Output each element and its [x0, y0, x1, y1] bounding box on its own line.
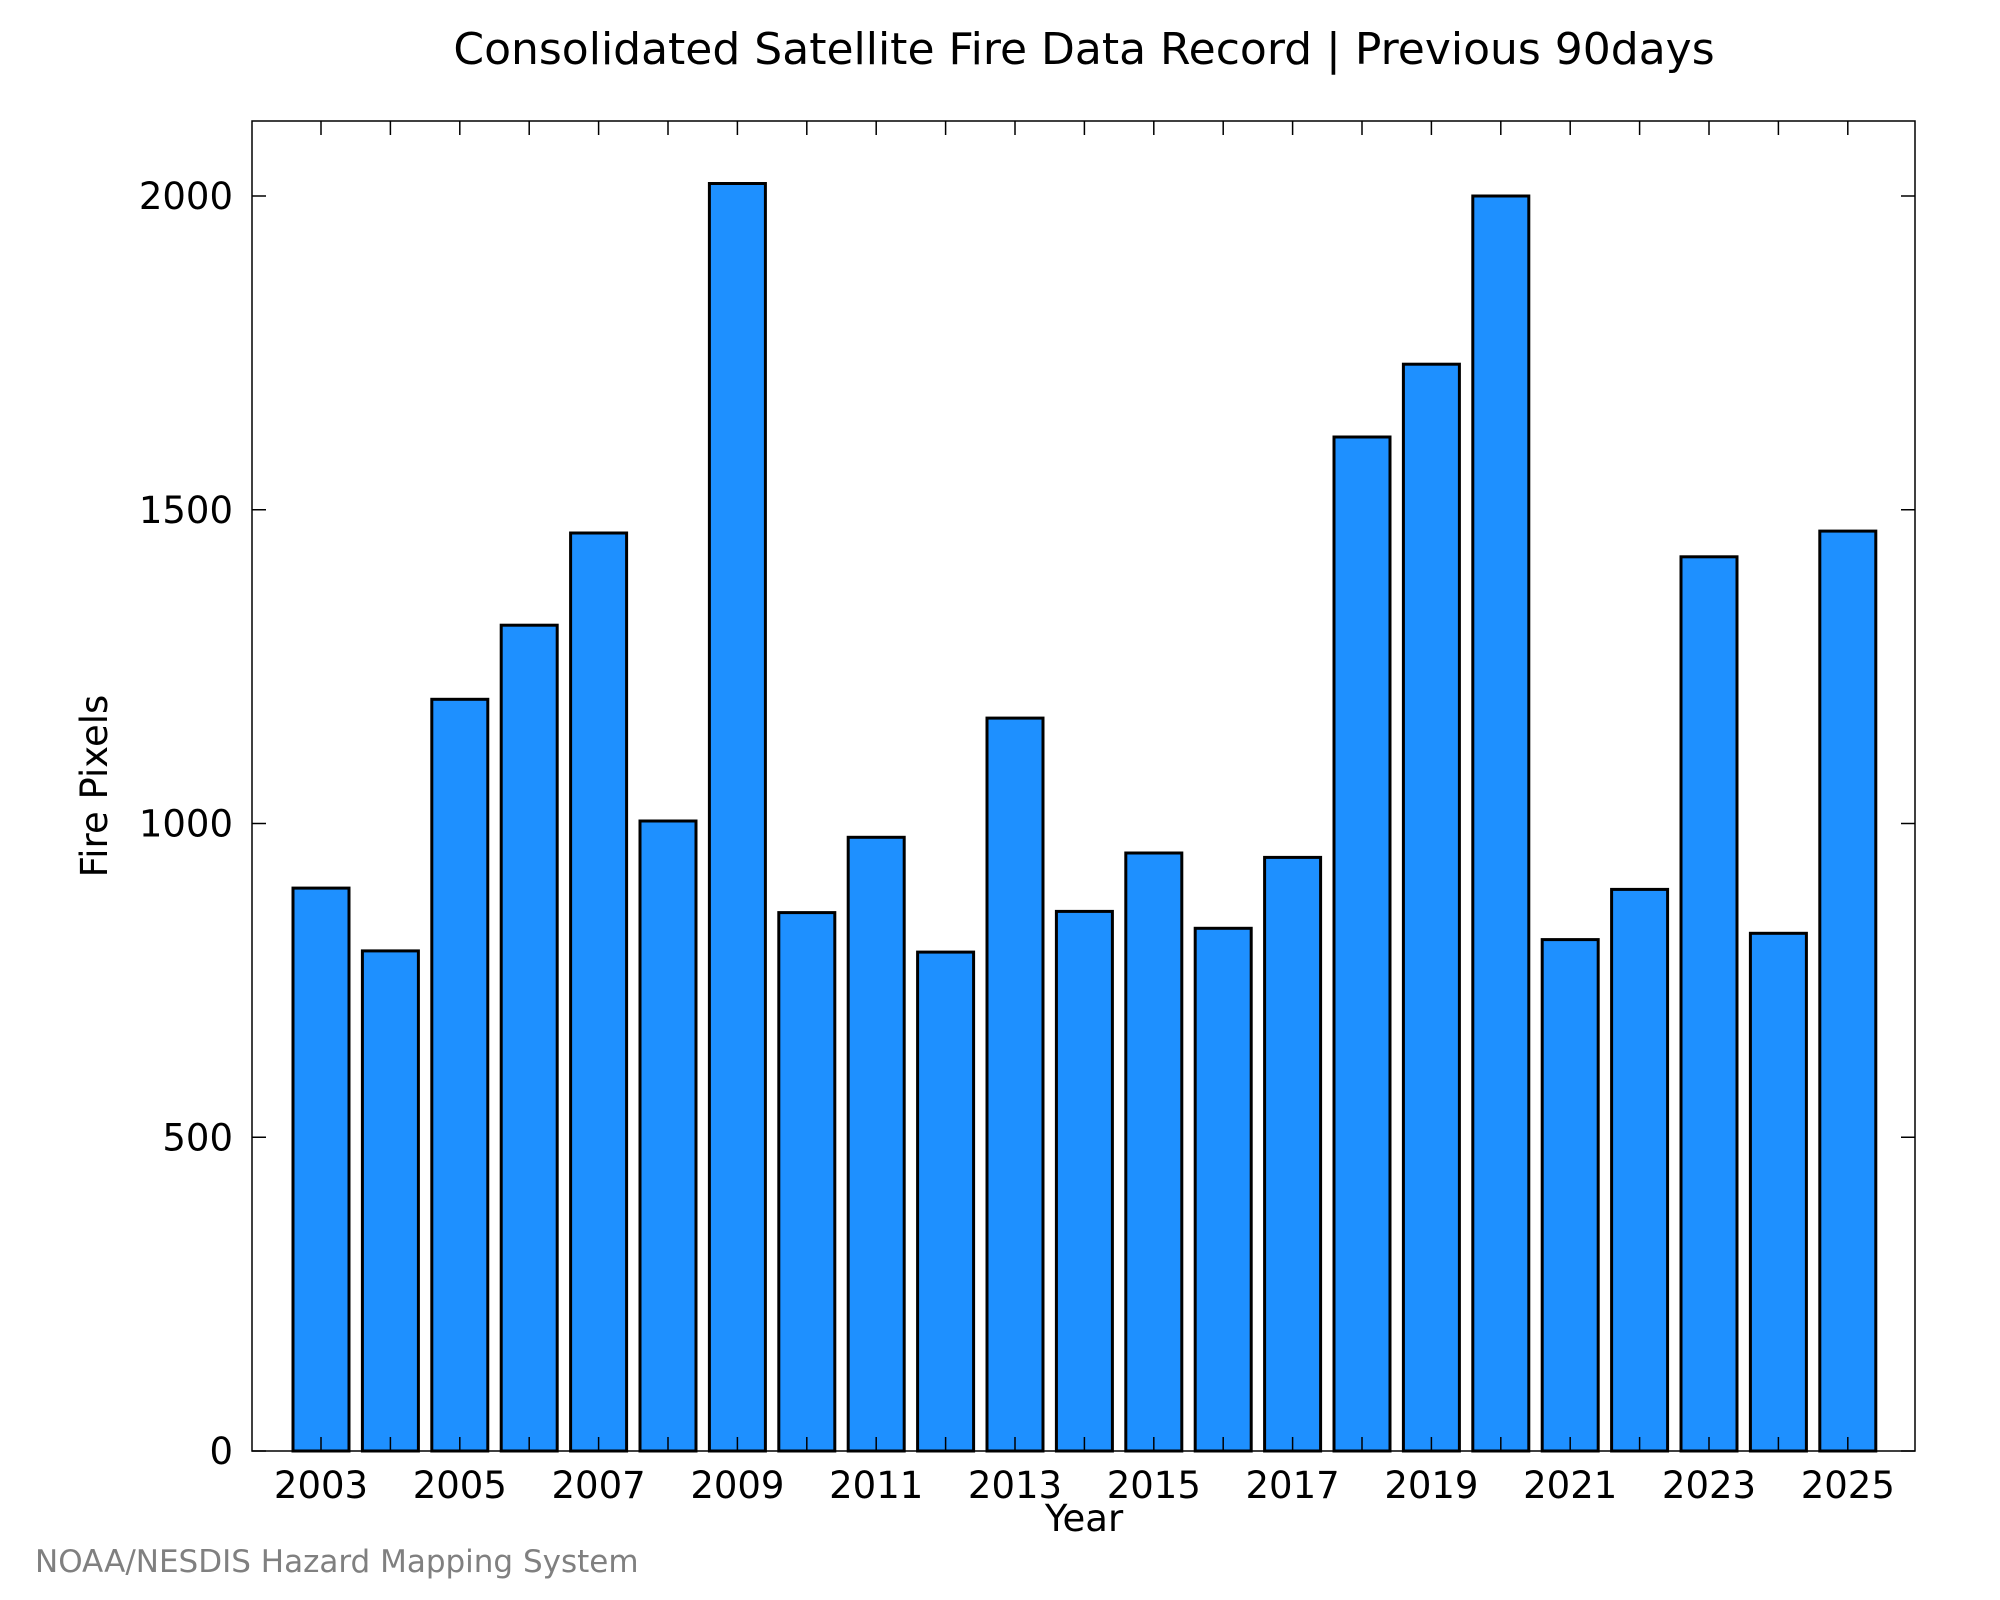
bar-2015 [1124, 851, 1184, 1453]
bar-2005 [430, 697, 490, 1453]
bars-group [291, 182, 1878, 1453]
x-tick-label-2025: 2025 [1801, 1464, 1895, 1507]
bar-2021 [1540, 938, 1600, 1453]
bar-2017 [1263, 855, 1323, 1453]
bar-2025 [1818, 529, 1878, 1453]
bar-2024 [1748, 931, 1808, 1453]
bar-2013 [985, 716, 1045, 1453]
y-axis-label: Fire Pixels [73, 695, 116, 878]
bar-2020 [1471, 194, 1531, 1453]
x-tick-label-2007: 2007 [552, 1464, 646, 1507]
x-tick-label-2015: 2015 [1107, 1464, 1201, 1507]
y-tick-label-500: 500 [162, 1116, 233, 1159]
x-tick-label-2009: 2009 [690, 1464, 784, 1507]
bar-2016 [1193, 926, 1253, 1453]
x-tick-label-2011: 2011 [829, 1464, 923, 1507]
y-tick-label-1500: 1500 [139, 489, 233, 532]
x-tick-label-2003: 2003 [274, 1464, 368, 1507]
bar-2018 [1332, 435, 1392, 1453]
bar-2006 [499, 623, 559, 1453]
chart-title: Consolidated Satellite Fire Data Record … [453, 24, 1714, 75]
y-tick-label-1000: 1000 [139, 803, 233, 846]
bar-2023 [1679, 555, 1739, 1453]
bar-2008 [638, 819, 698, 1453]
bar-2004 [360, 949, 420, 1453]
x-tick-label-2021: 2021 [1523, 1464, 1617, 1507]
bar-2007 [569, 531, 629, 1453]
x-axis-label: Year [1044, 1497, 1124, 1540]
x-axis: 2003 2005 2007 2009 2011 2013 2015 2017 2019 2021… [274, 121, 1895, 1507]
bar-2009 [707, 182, 767, 1453]
y-tick-label-0: 0 [209, 1430, 233, 1473]
x-tick-label-2023: 2023 [1662, 1464, 1756, 1507]
x-tick-label-2017: 2017 [1246, 1464, 1340, 1507]
bar-2019 [1401, 362, 1461, 1453]
source-credit: NOAA/NESDIS Hazard Mapping System [35, 1544, 639, 1580]
bar-2014 [1054, 909, 1114, 1453]
bar-2011 [846, 835, 906, 1453]
bar-2003 [291, 886, 351, 1453]
x-tick-label-2019: 2019 [1384, 1464, 1478, 1507]
plot-frame [251, 120, 1916, 1452]
bar-2022 [1610, 887, 1670, 1453]
y-tick-label-2000: 2000 [139, 175, 233, 218]
y-axis: 0 500 1000 1500 2000 [139, 175, 1915, 1473]
x-tick-label-2013: 2013 [968, 1464, 1062, 1507]
bar-2010 [777, 911, 837, 1453]
x-tick-label-2005: 2005 [413, 1464, 507, 1507]
bar-2012 [916, 950, 976, 1453]
